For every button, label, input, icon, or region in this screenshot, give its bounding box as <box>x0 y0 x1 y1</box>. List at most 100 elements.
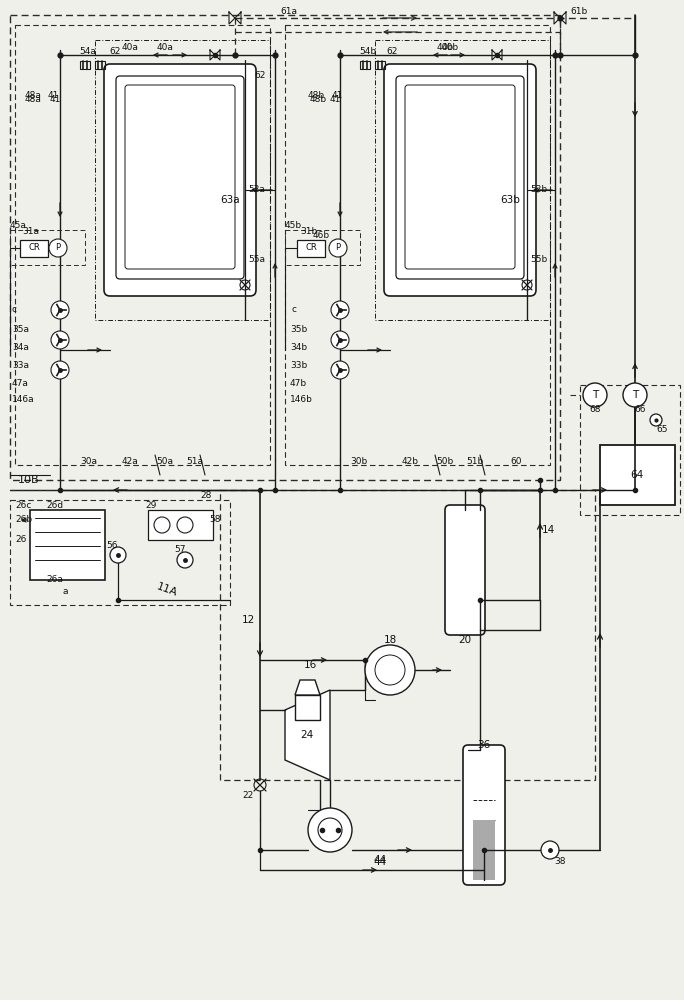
Text: c: c <box>12 306 17 314</box>
Text: 33b: 33b <box>290 361 307 370</box>
Text: 26a: 26a <box>47 576 64 584</box>
Text: 28: 28 <box>200 491 211 500</box>
Circle shape <box>110 547 126 563</box>
Text: 26d: 26d <box>47 502 64 510</box>
Text: 51a: 51a <box>187 458 204 466</box>
Text: 51b: 51b <box>466 458 484 466</box>
Text: 26: 26 <box>15 536 27 544</box>
Circle shape <box>177 517 193 533</box>
Text: 62: 62 <box>254 70 265 80</box>
Bar <box>95 61 105 69</box>
Text: 56: 56 <box>106 540 118 550</box>
Text: 146a: 146a <box>12 395 35 404</box>
Text: 62: 62 <box>109 47 120 56</box>
Text: 41: 41 <box>332 91 343 100</box>
Text: 10B: 10B <box>18 475 40 485</box>
Text: 52a: 52a <box>248 186 265 194</box>
Circle shape <box>329 239 347 257</box>
Text: 45a: 45a <box>10 221 27 230</box>
Circle shape <box>541 841 559 859</box>
Text: 35b: 35b <box>290 326 307 334</box>
Text: 36: 36 <box>477 740 490 750</box>
FancyBboxPatch shape <box>104 64 256 296</box>
Bar <box>360 61 370 69</box>
Text: 26c: 26c <box>15 500 31 510</box>
Bar <box>148 510 213 540</box>
Text: c: c <box>292 306 297 314</box>
Text: 20: 20 <box>458 635 471 645</box>
Text: 18: 18 <box>383 635 397 645</box>
Text: 66: 66 <box>634 406 646 414</box>
Text: T: T <box>632 390 638 400</box>
Text: 50b: 50b <box>436 458 453 466</box>
Bar <box>285 25 550 465</box>
Circle shape <box>365 645 415 695</box>
Text: 61a: 61a <box>280 7 297 16</box>
Bar <box>10 500 230 605</box>
Circle shape <box>308 808 352 852</box>
Bar <box>285 230 360 265</box>
Circle shape <box>623 383 647 407</box>
Text: 24: 24 <box>300 730 314 740</box>
Text: 44: 44 <box>373 857 386 867</box>
FancyBboxPatch shape <box>445 505 485 635</box>
Text: CR: CR <box>305 243 317 252</box>
Text: T: T <box>592 390 598 400</box>
Text: 46b: 46b <box>313 231 330 239</box>
Text: 62: 62 <box>386 47 397 56</box>
Text: 34b: 34b <box>290 344 307 353</box>
Text: 68: 68 <box>589 406 601 414</box>
Circle shape <box>49 239 67 257</box>
Text: 48b: 48b <box>308 91 325 100</box>
Text: 38: 38 <box>554 857 566 866</box>
FancyBboxPatch shape <box>463 745 505 885</box>
Text: 42b: 42b <box>402 458 419 466</box>
Circle shape <box>51 331 69 349</box>
Polygon shape <box>295 680 320 695</box>
Polygon shape <box>285 690 330 780</box>
Text: 40b: 40b <box>441 43 458 52</box>
Bar <box>10 15 560 480</box>
Polygon shape <box>295 695 320 720</box>
Circle shape <box>650 414 662 426</box>
Text: 52b: 52b <box>530 186 547 194</box>
Text: 55a: 55a <box>248 255 265 264</box>
Text: 30b: 30b <box>350 458 367 466</box>
Text: 60: 60 <box>510 458 521 466</box>
Text: 50a: 50a <box>157 458 174 466</box>
Text: 63a: 63a <box>220 195 239 205</box>
Text: 48a: 48a <box>25 91 42 100</box>
Text: 48b: 48b <box>310 96 327 104</box>
Text: 64: 64 <box>631 470 644 480</box>
Text: 26b: 26b <box>15 516 32 524</box>
Text: 29: 29 <box>145 500 157 510</box>
Bar <box>220 490 595 780</box>
Text: 54a: 54a <box>79 47 96 56</box>
Text: 57: 57 <box>174 546 186 554</box>
FancyBboxPatch shape <box>384 64 536 296</box>
Circle shape <box>51 301 69 319</box>
Text: 11A: 11A <box>155 582 179 598</box>
Bar <box>473 820 495 880</box>
Bar <box>20 240 48 257</box>
Text: 40b: 40b <box>436 43 453 52</box>
Text: 45b: 45b <box>285 221 302 230</box>
Text: 47a: 47a <box>12 379 29 388</box>
Bar <box>80 61 90 69</box>
Bar <box>375 40 550 320</box>
Circle shape <box>177 552 193 568</box>
Text: 12: 12 <box>241 615 254 625</box>
Text: 31b: 31b <box>300 228 317 236</box>
Text: 54b: 54b <box>359 47 377 56</box>
Bar <box>580 385 680 515</box>
Circle shape <box>331 301 349 319</box>
Text: 47b: 47b <box>290 379 307 388</box>
Text: 61b: 61b <box>570 7 588 16</box>
Circle shape <box>331 361 349 379</box>
Circle shape <box>154 517 170 533</box>
Bar <box>95 40 270 320</box>
Text: 48a: 48a <box>25 96 42 104</box>
Text: 40a: 40a <box>122 43 138 52</box>
Text: 35a: 35a <box>12 326 29 334</box>
Text: 63b: 63b <box>500 195 520 205</box>
